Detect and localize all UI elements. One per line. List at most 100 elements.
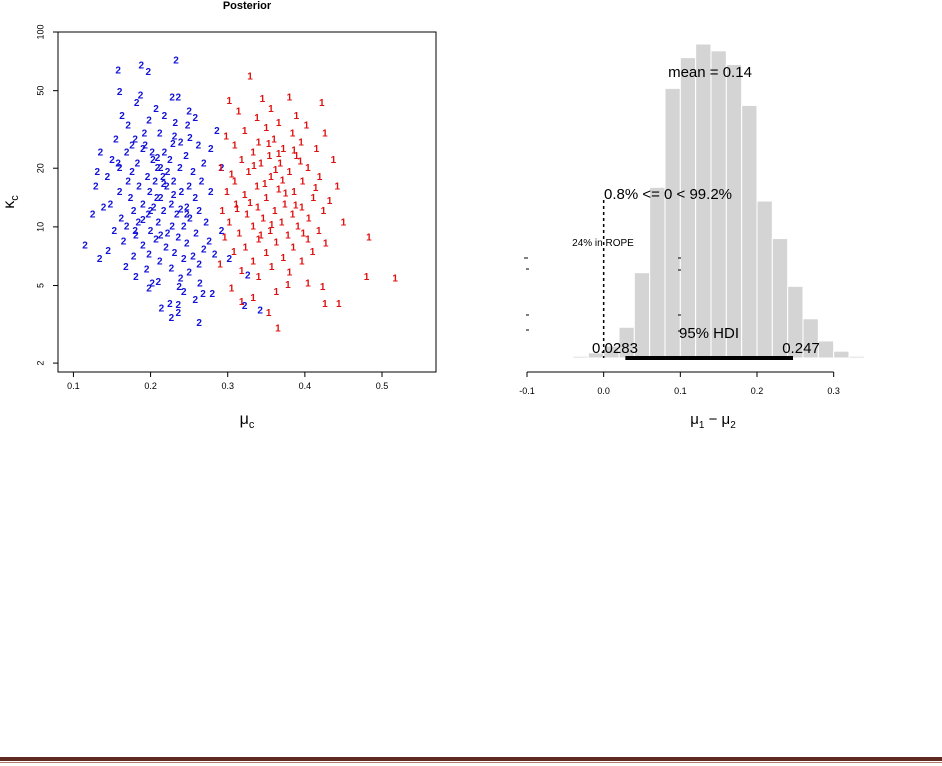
histogram-bar xyxy=(572,355,589,359)
scatter-point-series-1: 1 xyxy=(246,167,252,178)
histogram-x-tick-label: 0.0 xyxy=(597,386,610,396)
histogram-x-tick-label: -0.1 xyxy=(519,386,535,396)
scatter-point-series-2: 2 xyxy=(115,159,121,170)
scatter-point-series-1: 1 xyxy=(291,187,297,198)
scatter-point-series-2: 2 xyxy=(178,274,184,285)
scatter-point-series-2: 2 xyxy=(161,179,167,190)
scatter-point-series-1: 1 xyxy=(322,129,328,140)
scatter-point-series-2: 2 xyxy=(176,232,182,243)
scatter-point-series-1: 1 xyxy=(295,222,301,233)
scatter-point-series-2: 2 xyxy=(117,163,123,174)
histogram-x-tick-label: 0.2 xyxy=(751,386,764,396)
scatter-points: 222 22 2 2 222 22 2 22 22 2 22 2 22 2 2 2 222 2 2 22 2 2 22 22 2… xyxy=(82,56,398,335)
scatter-point-series-1: 1 xyxy=(254,182,260,193)
histogram-bar xyxy=(725,63,743,359)
scatter-point-series-2: 2 xyxy=(108,199,114,210)
scatter-point-series-1: 1 xyxy=(239,266,245,277)
scatter-point-series-2: 2 xyxy=(178,205,184,216)
scatter-point-series-2: 2 xyxy=(242,301,248,312)
scatter-point-series-2: 2 xyxy=(132,134,138,145)
scatter-point-series-1: 1 xyxy=(254,113,260,124)
scatter-point-series-2: 2 xyxy=(164,182,170,193)
scatter-point-series-1: 1 xyxy=(323,238,329,249)
scatter-point-series-2: 2 xyxy=(136,182,142,193)
scatter-point-series-1: 1 xyxy=(250,293,256,304)
y-tick-label: 10 xyxy=(35,222,45,232)
histogram-bar xyxy=(756,200,773,359)
scatter-point-series-2: 2 xyxy=(165,229,171,240)
scatter-point-series-1: 1 xyxy=(277,159,283,170)
scatter-point-series-2: 2 xyxy=(167,299,173,310)
scatter-point-series-1: 1 xyxy=(290,210,296,221)
scatter-point-series-2: 2 xyxy=(135,159,141,170)
scatter-point-series-1: 1 xyxy=(279,217,285,228)
scatter-point-series-2: 2 xyxy=(146,284,152,295)
scatter-point-series-2: 2 xyxy=(184,238,190,249)
scatter-point-series-1: 1 xyxy=(392,274,398,285)
scatter-point-series-1: 1 xyxy=(243,243,249,254)
scatter-point-series-2: 2 xyxy=(173,56,179,67)
scatter-point-series-1: 1 xyxy=(250,147,256,158)
scatter-point-series-2: 2 xyxy=(113,134,119,145)
histogram-bar xyxy=(833,350,850,359)
scatter-point-series-2: 2 xyxy=(172,131,178,142)
scatter-point-series-2: 2 xyxy=(257,306,263,317)
scatter-point-series-2: 2 xyxy=(161,206,167,217)
histogram-x-axis-label: μ1 − μ2 xyxy=(690,411,736,431)
scatter-point-series-1: 1 xyxy=(239,297,245,308)
scatter-point-series-2: 2 xyxy=(156,217,162,228)
scatter-point-series-2: 2 xyxy=(172,118,178,129)
scatter-point-series-2: 2 xyxy=(203,217,209,228)
scatter-point-series-2: 2 xyxy=(133,230,139,241)
scatter-point-series-2: 2 xyxy=(186,182,192,193)
histogram-bar xyxy=(649,186,666,359)
scatter-point-series-1: 1 xyxy=(327,196,333,207)
scatter-point-series-1: 1 xyxy=(285,230,291,241)
scatter-point-series-2: 2 xyxy=(142,141,148,152)
y-tick-label: 100 xyxy=(35,24,45,39)
scatter-point-series-2: 2 xyxy=(140,240,146,251)
scatter-point-series-2: 2 xyxy=(172,248,178,259)
scatter-point-series-2: 2 xyxy=(112,226,118,237)
scatter-point-series-1: 1 xyxy=(306,213,312,224)
scatter-point-series-1: 1 xyxy=(260,94,266,105)
scatter-point-series-1: 1 xyxy=(251,161,257,172)
scatter-point-series-2: 2 xyxy=(184,210,190,221)
scatter-point-series-1: 1 xyxy=(256,272,262,283)
scatter-point-series-2: 2 xyxy=(176,282,182,293)
scatter-point-series-2: 2 xyxy=(154,193,160,204)
scatter-point-series-1: 1 xyxy=(264,123,270,134)
scatter-point-series-1: 1 xyxy=(223,131,229,142)
scatter-point-series-2: 2 xyxy=(98,147,104,158)
scatter-point-series-2: 2 xyxy=(119,111,125,122)
scatter-point-series-1: 1 xyxy=(236,106,242,117)
scatter-point-series-2: 2 xyxy=(140,144,146,155)
histogram-bar xyxy=(710,50,727,359)
scatter-point-series-1: 1 xyxy=(287,92,293,103)
scatter-point-series-2: 2 xyxy=(177,163,183,174)
scatter-point-series-2: 2 xyxy=(101,203,107,214)
y-tick-label: 50 xyxy=(35,86,45,96)
scatter-point-series-1: 1 xyxy=(217,259,223,270)
scatter-point-series-1: 1 xyxy=(317,172,323,183)
scatter-point-series-2: 2 xyxy=(158,230,164,241)
scatter-point-series-1: 1 xyxy=(285,280,291,291)
scatter-point-series-2: 2 xyxy=(193,193,199,204)
scatter-point-series-2: 2 xyxy=(129,167,135,178)
scatter-point-series-2: 2 xyxy=(157,257,163,268)
scatter-point-series-1: 1 xyxy=(291,146,297,157)
scatter-point-series-1: 1 xyxy=(293,201,299,212)
scatter-point-series-2: 2 xyxy=(196,259,202,270)
scatter-point-series-2: 2 xyxy=(151,203,157,214)
scatter-point-series-1: 1 xyxy=(319,98,325,109)
scatter-point-series-2: 2 xyxy=(145,67,151,78)
comparison-label: 0.8% <= 0 < 99.2% xyxy=(604,186,732,203)
scatter-point-series-1: 1 xyxy=(267,151,273,162)
scatter-point-series-2: 2 xyxy=(167,155,173,166)
scatter-point-series-1: 1 xyxy=(364,272,370,283)
scatter-point-series-1: 1 xyxy=(305,234,311,245)
scatter-point-series-2: 2 xyxy=(165,167,171,178)
histogram-x-tick-label: 0.3 xyxy=(827,386,840,396)
